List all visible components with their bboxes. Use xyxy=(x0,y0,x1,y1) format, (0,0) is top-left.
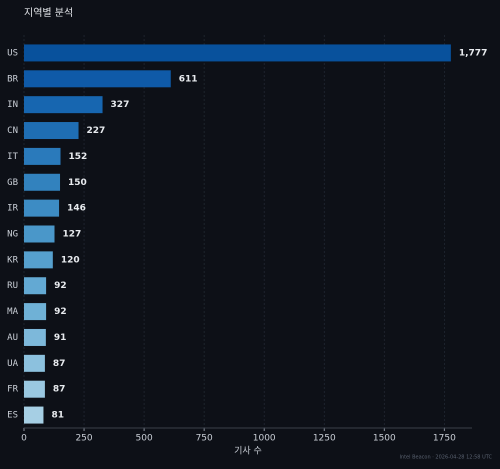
value-label: 92 xyxy=(54,307,67,317)
x-tick-label: 750 xyxy=(196,434,213,444)
value-label: 611 xyxy=(179,74,198,84)
y-tick-label: FR xyxy=(7,385,18,395)
bar xyxy=(24,303,47,321)
y-tick-label: ES xyxy=(7,411,18,421)
y-tick-label: IN xyxy=(7,100,18,110)
x-axis-label: 기사 수 xyxy=(234,446,262,457)
y-tick-label: NG xyxy=(7,230,18,240)
bar xyxy=(24,354,45,372)
x-tick-label: 1000 xyxy=(253,434,276,444)
bar xyxy=(24,96,103,114)
bar xyxy=(24,122,79,140)
x-tick-label: 250 xyxy=(75,434,92,444)
bar xyxy=(24,277,47,295)
y-tick-label: BR xyxy=(7,74,18,84)
x-tick-label: 1500 xyxy=(373,434,396,444)
y-tick-label: RU xyxy=(7,281,18,291)
chart-title: 지역별 분석 xyxy=(24,7,73,19)
value-label: 127 xyxy=(63,230,82,240)
y-tick-label: UA xyxy=(7,359,18,369)
value-label: 120 xyxy=(61,255,80,265)
value-label: 327 xyxy=(111,100,130,110)
value-label: 146 xyxy=(67,204,86,214)
x-tick-label: 1750 xyxy=(433,434,456,444)
value-label: 92 xyxy=(54,281,67,291)
bar xyxy=(24,328,46,346)
bar xyxy=(24,251,53,269)
y-tick-label: CN xyxy=(7,126,18,136)
y-tick-label: IR xyxy=(7,204,18,214)
footer: Intel Beacon · 2026-04-28 12:58 UTC xyxy=(399,455,492,461)
x-tick-label: 1250 xyxy=(313,434,336,444)
bar xyxy=(24,173,61,191)
bar xyxy=(24,380,45,398)
value-label: 91 xyxy=(54,333,67,343)
bar xyxy=(24,199,60,217)
value-label: 152 xyxy=(69,152,88,162)
value-label: 87 xyxy=(53,385,66,395)
y-tick-label: GB xyxy=(7,178,18,188)
x-tick-label: 0 xyxy=(21,434,27,444)
value-label: 1,777 xyxy=(459,48,487,58)
y-tick-label: MA xyxy=(7,307,18,317)
value-label: 81 xyxy=(51,411,64,421)
bar xyxy=(24,70,171,88)
value-label: 150 xyxy=(68,178,87,188)
bar xyxy=(24,44,451,62)
y-tick-label: US xyxy=(7,48,18,58)
bar xyxy=(24,406,44,424)
bar xyxy=(24,147,61,165)
y-tick-label: AU xyxy=(7,333,18,343)
bar xyxy=(24,225,55,243)
value-label: 87 xyxy=(53,359,66,369)
x-tick-label: 500 xyxy=(136,434,153,444)
y-tick-label: KR xyxy=(7,255,18,265)
value-label: 227 xyxy=(87,126,106,136)
y-tick-label: IT xyxy=(7,152,18,162)
